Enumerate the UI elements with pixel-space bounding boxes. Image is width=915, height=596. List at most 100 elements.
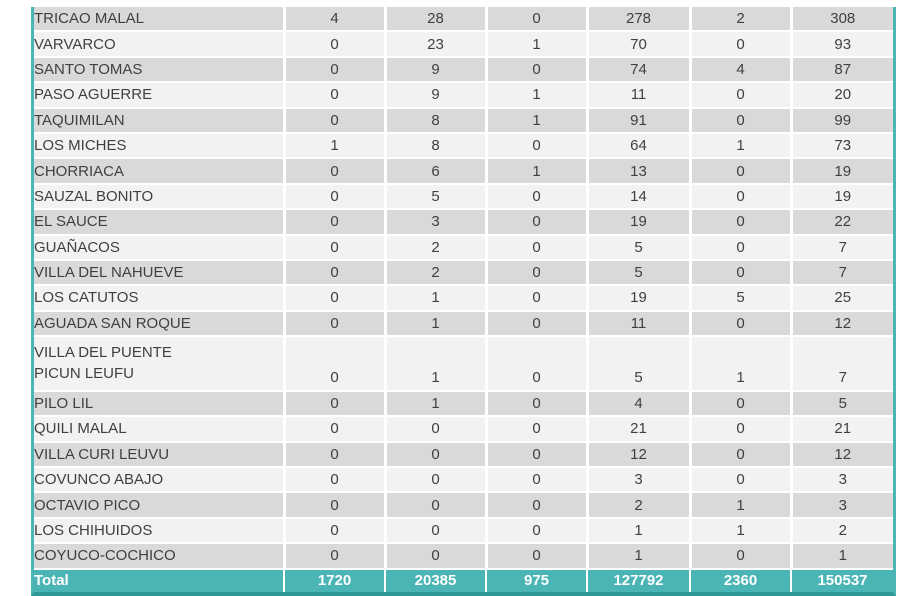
value-cell: 1 <box>385 336 488 392</box>
value-cell: 2 <box>587 492 692 519</box>
value-cell: 0 <box>690 467 793 494</box>
value-cell: 12 <box>791 441 893 469</box>
table-row: LOS CATUTOS 0 1 0 19 5 25 <box>34 285 893 312</box>
total-value-cell: 20385 <box>385 568 487 592</box>
value-cell: 21 <box>587 416 692 443</box>
value-cell: 0 <box>486 543 589 570</box>
locality-name-cell: TRICAO MALAL <box>34 7 286 33</box>
locality-name-cell: VILLA DEL PUENTE PICUN LEUFU <box>34 336 286 392</box>
table-row: SANTO TOMAS 0 9 0 74 4 87 <box>34 56 893 84</box>
value-cell: 1 <box>385 310 488 338</box>
value-cell: 20 <box>791 82 893 109</box>
value-cell: 9 <box>385 82 488 109</box>
value-cell: 28 <box>385 7 488 33</box>
table-row: COYUCO-COCHICO 0 0 0 1 0 1 <box>34 543 893 570</box>
value-cell: 2 <box>791 517 893 545</box>
value-cell: 1 <box>385 285 488 312</box>
value-cell: 74 <box>587 56 692 84</box>
value-cell: 0 <box>690 310 793 338</box>
value-cell: 0 <box>690 31 793 58</box>
value-cell: 3 <box>385 209 488 236</box>
value-cell: 93 <box>791 31 893 58</box>
value-cell: 9 <box>385 56 488 84</box>
value-cell: 23 <box>385 31 488 58</box>
table-row: PILO LIL 0 1 0 4 0 5 <box>34 390 893 418</box>
table-row: GUAÑACOS 0 2 0 5 0 7 <box>34 234 893 261</box>
value-cell: 0 <box>486 209 589 236</box>
value-cell: 1 <box>690 132 793 160</box>
value-cell: 0 <box>486 285 589 312</box>
value-cell: 0 <box>486 259 589 287</box>
value-cell: 0 <box>385 416 488 443</box>
value-cell: 12 <box>587 441 692 469</box>
value-cell: 1 <box>587 543 692 570</box>
localities-table-frame: TRICAO MALAL 4 28 0 278 2 308 VARVARCO 0 23 1 70 0 93… <box>31 7 896 596</box>
value-cell: 4 <box>690 56 793 84</box>
locality-name-cell: GUAÑACOS <box>34 234 286 261</box>
locality-name-cell: LOS CHIHUIDOS <box>34 517 286 545</box>
value-cell: 1 <box>690 492 793 519</box>
value-cell: 7 <box>791 336 893 392</box>
value-cell: 19 <box>791 158 893 185</box>
value-cell: 1 <box>587 517 692 545</box>
table-row: TAQUIMILAN 0 8 1 91 0 99 <box>34 107 893 134</box>
value-cell: 0 <box>284 107 387 134</box>
total-label: Total <box>34 568 285 592</box>
value-cell: 0 <box>284 82 387 109</box>
value-cell: 0 <box>486 234 589 261</box>
value-cell: 13 <box>587 158 692 185</box>
value-cell: 0 <box>284 234 387 261</box>
total-value-cell: 150537 <box>791 568 893 592</box>
value-cell: 1 <box>486 31 589 58</box>
value-cell: 14 <box>587 183 692 211</box>
value-cell: 3 <box>791 492 893 519</box>
value-cell: 11 <box>587 310 692 338</box>
value-cell: 0 <box>690 390 793 418</box>
value-cell: 7 <box>791 259 893 287</box>
value-cell: 3 <box>587 467 692 494</box>
locality-name-cell: AGUADA SAN ROQUE <box>34 310 286 338</box>
value-cell: 87 <box>791 56 893 84</box>
value-cell: 0 <box>486 336 589 392</box>
table-row: TRICAO MALAL 4 28 0 278 2 308 <box>34 7 893 33</box>
value-cell: 2 <box>690 7 793 33</box>
value-cell: 0 <box>385 543 488 570</box>
value-cell: 0 <box>486 183 589 211</box>
value-cell: 0 <box>284 285 387 312</box>
locality-name-cell: COYUCO-COCHICO <box>34 543 286 570</box>
value-cell: 6 <box>385 158 488 185</box>
locality-name-cell: VILLA CURI LEUVU <box>34 441 286 469</box>
locality-name-cell: LOS CATUTOS <box>34 285 286 312</box>
value-cell: 0 <box>486 7 589 33</box>
value-cell: 1 <box>690 517 793 545</box>
value-cell: 0 <box>284 310 387 338</box>
locality-name-cell: VARVARCO <box>34 31 286 58</box>
table-row: VILLA DEL PUENTE PICUN LEUFU 0 1 0 5 1 7 <box>34 336 893 392</box>
value-cell: 0 <box>284 336 387 392</box>
total-row: Total 1720 20385 975 127792 2360 150537 <box>34 568 893 592</box>
value-cell: 91 <box>587 107 692 134</box>
table-row: EL SAUCE 0 3 0 19 0 22 <box>34 209 893 236</box>
value-cell: 0 <box>284 183 387 211</box>
value-cell: 19 <box>587 209 692 236</box>
value-cell: 0 <box>690 82 793 109</box>
total-value-cell: 127792 <box>587 568 691 592</box>
value-cell: 1 <box>690 336 793 392</box>
value-cell: 0 <box>690 107 793 134</box>
locality-name-cell: PASO AGUERRE <box>34 82 286 109</box>
value-cell: 70 <box>587 31 692 58</box>
value-cell: 0 <box>486 56 589 84</box>
value-cell: 1 <box>486 158 589 185</box>
value-cell: 0 <box>690 209 793 236</box>
value-cell: 0 <box>690 259 793 287</box>
value-cell: 0 <box>690 183 793 211</box>
locality-name-cell: SAUZAL BONITO <box>34 183 286 211</box>
locality-name-cell: TAQUIMILAN <box>34 107 286 134</box>
locality-name-cell: PILO LIL <box>34 390 286 418</box>
value-cell: 0 <box>690 543 793 570</box>
table-row: VILLA CURI LEUVU 0 0 0 12 0 12 <box>34 441 893 469</box>
table-row: VILLA DEL NAHUEVE 0 2 0 5 0 7 <box>34 259 893 287</box>
value-cell: 12 <box>791 310 893 338</box>
table-row: PASO AGUERRE 0 9 1 11 0 20 <box>34 82 893 109</box>
value-cell: 0 <box>486 441 589 469</box>
